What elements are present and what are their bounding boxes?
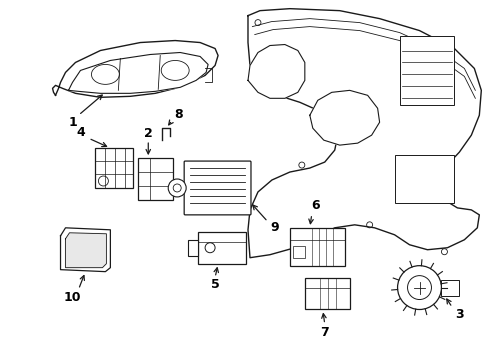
Polygon shape	[68, 53, 208, 93]
Bar	[394, 155, 453, 203]
Text: 9: 9	[270, 221, 279, 234]
Bar	[289, 228, 344, 266]
Text: 4: 4	[76, 126, 85, 139]
Polygon shape	[247, 45, 304, 98]
Polygon shape	[65, 233, 106, 268]
Bar	[304, 278, 349, 310]
Polygon shape	[52, 41, 218, 97]
Text: 3: 3	[454, 308, 463, 321]
Bar	[138, 158, 173, 200]
Polygon shape	[61, 228, 110, 272]
Text: 10: 10	[63, 291, 81, 304]
Text: 2: 2	[143, 127, 152, 140]
Text: 8: 8	[174, 108, 182, 121]
Text: 5: 5	[210, 278, 219, 291]
Bar	[292, 246, 304, 258]
Text: 6: 6	[311, 199, 320, 212]
Text: 1: 1	[68, 116, 77, 129]
Circle shape	[168, 179, 186, 197]
FancyBboxPatch shape	[184, 161, 250, 215]
Polygon shape	[247, 9, 480, 258]
Bar	[441, 280, 458, 296]
Bar	[198, 232, 245, 264]
Bar	[95, 148, 133, 188]
Bar	[399, 36, 453, 105]
Circle shape	[397, 266, 441, 310]
Bar	[188, 240, 198, 256]
Polygon shape	[309, 90, 379, 145]
Text: 7: 7	[320, 326, 328, 339]
